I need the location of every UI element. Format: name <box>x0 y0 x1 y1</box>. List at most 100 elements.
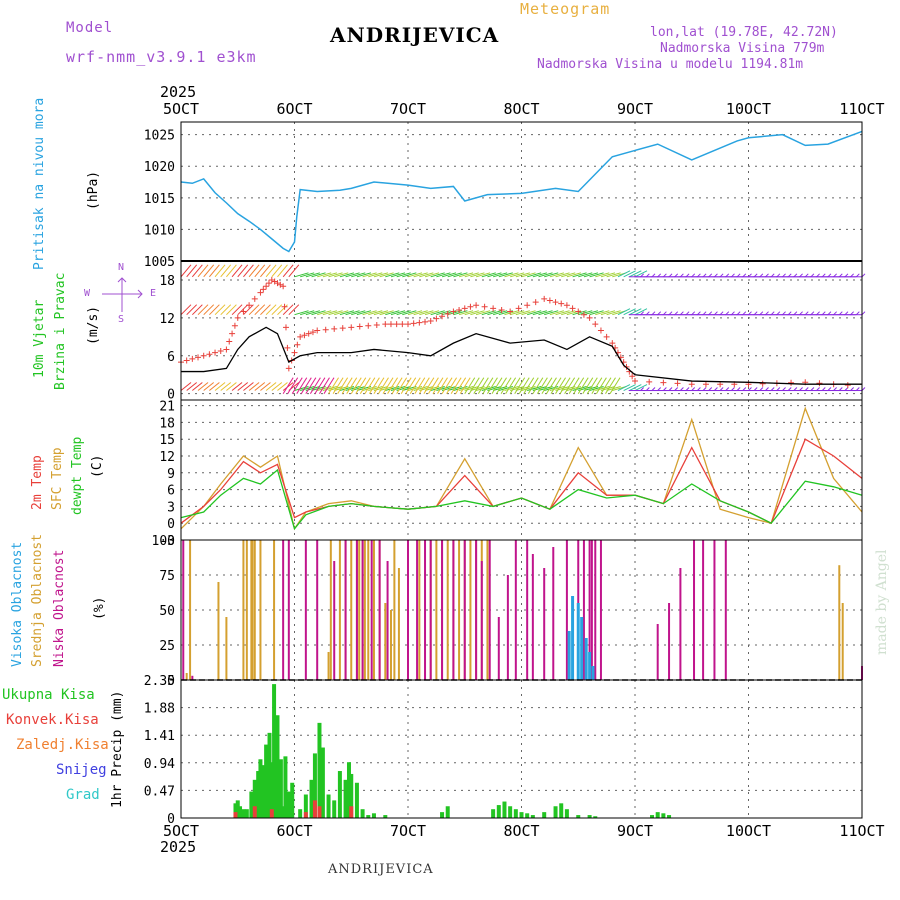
wind-barb <box>428 377 439 394</box>
gust-marker <box>609 340 616 347</box>
wind-barb <box>441 272 457 278</box>
page-title: ANDRIJEVICA <box>330 23 500 47</box>
wind-barb <box>600 310 616 316</box>
wind-barb <box>491 377 503 394</box>
wind-barb <box>203 304 215 316</box>
wind-barb <box>350 377 362 394</box>
wind-barb <box>396 310 411 316</box>
precip-total-bar <box>508 806 513 818</box>
gust-marker <box>592 321 599 328</box>
wind-barb <box>265 304 277 316</box>
low-cloud-bar <box>475 540 478 680</box>
wind-barb <box>322 386 338 392</box>
low-cloud-bar <box>282 540 285 680</box>
wind-barb <box>441 377 453 394</box>
compass-west: W <box>84 288 91 299</box>
wind-barb <box>341 377 353 394</box>
low-cloud-bar <box>693 540 696 680</box>
wind-barb <box>282 377 294 394</box>
convective-bar <box>312 800 317 818</box>
y-tick-label: 6 <box>167 484 175 499</box>
gust-marker <box>301 332 308 339</box>
low-cloud-bar <box>304 540 307 680</box>
precip-total-bar <box>650 815 655 818</box>
wind-barb <box>300 310 315 316</box>
wind-barb <box>231 382 243 391</box>
gust-marker <box>260 286 267 293</box>
gust-marker <box>546 297 553 304</box>
gust-marker <box>231 322 238 329</box>
gust-marker <box>265 280 272 287</box>
panel-frame <box>180 260 863 401</box>
wind-barb <box>589 272 604 278</box>
gust-marker <box>356 323 363 330</box>
gust-marker <box>597 327 604 334</box>
wind-barb <box>482 377 494 394</box>
wind-barb <box>390 310 406 316</box>
gust-marker <box>271 278 278 285</box>
gust-marker <box>603 333 610 340</box>
wind-barb <box>544 272 559 278</box>
high-cloud-bar <box>580 617 584 680</box>
wind-barb <box>510 310 525 316</box>
gust-marker <box>393 321 400 328</box>
gust-marker <box>284 344 291 351</box>
gust-marker <box>490 305 497 312</box>
legend-freezing: Zaledj.Kisa <box>16 737 109 753</box>
gust-marker <box>240 308 247 315</box>
x-tick-label-top: 11OCT <box>839 100 884 118</box>
low-cloud-bar <box>702 540 705 680</box>
precip-total-bar <box>249 791 254 818</box>
wind-barb <box>505 377 517 394</box>
temp2m-line <box>180 438 863 525</box>
wind-barb <box>509 377 521 394</box>
wind-barb <box>294 386 309 392</box>
gust-marker <box>580 311 587 318</box>
wind-barb <box>368 272 383 278</box>
model-label: Model <box>66 20 114 36</box>
wind-barb <box>413 310 428 316</box>
gust-marker <box>461 305 468 312</box>
convective-bar <box>317 806 322 818</box>
precip-total-bar <box>496 805 501 818</box>
wind-barb <box>617 270 631 278</box>
mid-cloud-bar <box>838 565 841 680</box>
precip-total-bar <box>383 815 388 818</box>
gust-marker <box>212 349 219 356</box>
y-tick-label: 1005 <box>144 255 175 270</box>
wind-barb <box>500 377 512 394</box>
wind-barb <box>464 377 476 394</box>
compass-east: E <box>150 288 157 299</box>
wind-barb <box>197 382 209 391</box>
wind-barb <box>481 272 496 278</box>
dewpt-line <box>180 468 863 531</box>
precip-total-bar <box>667 815 672 818</box>
wind-barb <box>362 272 377 278</box>
wind-barb <box>226 264 237 278</box>
precip-total-bar <box>286 791 291 818</box>
precip-total-bar <box>278 759 283 818</box>
wind-barb <box>634 384 648 391</box>
wind-barb <box>559 377 571 394</box>
y-tick-label: 0 <box>167 674 175 689</box>
wind-barb <box>492 310 508 316</box>
wind-barb <box>527 377 539 394</box>
wind-barb <box>496 377 507 394</box>
wind-barb <box>583 272 599 278</box>
wind-barb <box>362 310 377 316</box>
wind-barb <box>248 264 260 278</box>
wind-barb <box>237 304 249 316</box>
wind-barb <box>271 382 283 391</box>
wind-barb <box>477 377 489 394</box>
low-cloud-bar <box>590 540 593 680</box>
precip-total-bar <box>317 722 322 818</box>
wind-barb <box>260 382 271 391</box>
precip-total-bar <box>269 762 274 818</box>
gust-marker <box>405 321 411 328</box>
low-cloud-bar <box>361 540 364 680</box>
gust-marker <box>410 320 417 327</box>
x-tick-label-bottom: 8OCT <box>503 822 539 840</box>
precip-total-bar <box>519 812 524 818</box>
gust-marker <box>331 325 338 332</box>
gust-marker <box>314 327 321 334</box>
